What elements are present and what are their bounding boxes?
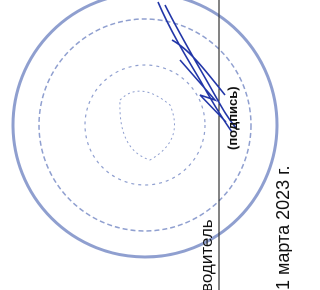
signature-caption: (подпись) (225, 86, 240, 150)
position-label: водитель (197, 219, 216, 290)
document-fragment: водитель (подпись) 31 марта 2023 г. (0, 0, 292, 290)
date: 31 марта 2023 г. (273, 166, 292, 290)
